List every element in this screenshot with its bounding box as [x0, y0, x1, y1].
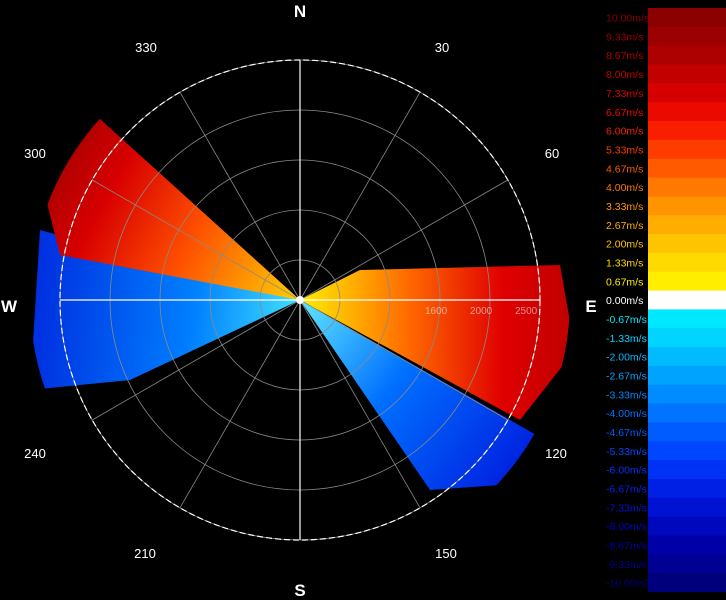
range-labels: 1600 2000 2500 — [425, 306, 538, 317]
echo-east-outbound — [300, 265, 570, 420]
colorbar-swatch — [648, 347, 726, 367]
colorbar-tick-label: 0.00m/s — [606, 295, 643, 307]
colorbar-swatch — [648, 554, 726, 574]
colorbar-tick-label: 10.00m/s — [606, 13, 649, 25]
cardinal-labels: N S E W — [1, 2, 597, 600]
azimuth-spoke — [299, 91, 421, 301]
azimuth-label: 60 — [545, 146, 559, 161]
azimuth-label: 210 — [134, 546, 156, 561]
echo-west-inbound — [30, 230, 300, 390]
azimuth-labels: 30 60 120 150 210 240 300 330 — [24, 40, 567, 561]
azimuth-label: 150 — [435, 546, 457, 561]
label-west: W — [1, 297, 18, 316]
colorbar-tick-label: -2.00m/s — [606, 352, 647, 364]
colorbar-swatch — [648, 573, 726, 592]
colorbar-swatch — [648, 516, 726, 536]
range-label: 2000 — [470, 306, 493, 317]
colorbar-swatch — [648, 177, 726, 197]
colorbar-swatch — [648, 252, 726, 273]
azimuth-spoke — [299, 299, 509, 421]
colorbar-swatch — [648, 158, 726, 179]
colorbar-swatch — [648, 26, 726, 47]
colorbar-swatch — [648, 121, 726, 141]
colorbar-swatch — [648, 290, 726, 310]
label-east: E — [585, 297, 596, 316]
azimuth-label: 120 — [545, 446, 567, 461]
label-south: S — [294, 581, 305, 600]
colorbar-tick-label: -4.67m/s — [606, 427, 647, 439]
colorbar-tick-label: -2.67m/s — [606, 371, 647, 383]
azimuth-label: 30 — [435, 40, 449, 55]
colorbar-tick-label: -10.00m/s — [606, 578, 653, 590]
colorbar-swatch — [648, 45, 726, 66]
azimuth-spoke — [91, 179, 301, 301]
label-north: N — [294, 2, 306, 21]
colorbar-tick-label: 6.67m/s — [606, 107, 643, 119]
azimuth-label: 330 — [135, 40, 157, 55]
colorbar-swatch — [648, 460, 726, 480]
colorbar-tick-label: 0.67m/s — [606, 276, 643, 288]
azimuth-spoke — [299, 299, 421, 509]
colorbar-tick-label: 8.00m/s — [606, 69, 643, 81]
colorbar-tick-label: 6.00m/s — [606, 126, 643, 138]
colorbar-swatch — [648, 403, 726, 423]
colorbar-tick-label: -6.67m/s — [606, 484, 647, 496]
azimuth-spokes — [91, 91, 509, 509]
colorbar-swatch — [648, 64, 726, 84]
colorbar-tick-label: 4.00m/s — [606, 182, 643, 194]
colorbar-tick-label: -4.00m/s — [606, 408, 647, 420]
colorbar-swatch — [648, 365, 726, 386]
colorbar-tick-label: -8.67m/s — [606, 540, 647, 552]
velocity-colorbar: 10.00m/s 9.33m/s 8.67m/s 8.00m/s 7.33m/s 6.67… — [606, 8, 726, 592]
colorbar-swatch — [648, 535, 726, 555]
colorbar-tick-label: 7.33m/s — [606, 88, 643, 100]
colorbar-swatch — [648, 328, 726, 348]
colorbar-swatch — [648, 139, 726, 160]
azimuth-spoke — [299, 179, 509, 301]
colorbar-tick-label: 2.67m/s — [606, 220, 643, 232]
colorbar-tick-label: -7.33m/s — [606, 502, 647, 514]
colorbar-tick-label: 1.33m/s — [606, 257, 643, 269]
colorbar-tick-label: 5.33m/s — [606, 144, 643, 156]
colorbar-swatch — [648, 215, 726, 235]
colorbar-tick-label: -8.00m/s — [606, 521, 647, 533]
colorbar-tick-label: 4.67m/s — [606, 163, 643, 175]
colorbar-tick-label: -6.00m/s — [606, 465, 647, 477]
azimuth-spoke — [179, 91, 301, 301]
colorbar-swatch — [648, 422, 726, 442]
velocity-echo-field — [30, 110, 570, 490]
azimuth-label: 300 — [24, 146, 46, 161]
colorbar-swatch — [648, 83, 726, 103]
colorbar-swatch — [648, 8, 726, 28]
colorbar-swatch — [648, 271, 726, 292]
colorbar-tick-label: -5.33m/s — [606, 446, 647, 458]
colorbar-swatch — [648, 102, 726, 122]
colorbar-swatch — [648, 497, 726, 518]
colorbar-swatch — [648, 309, 726, 329]
range-label: 2500 — [515, 306, 538, 317]
colorbar-tick-label: 9.33m/s — [606, 31, 643, 43]
colorbar-tick-label: -9.33m/s — [606, 559, 647, 571]
colorbar-tick-label: 3.33m/s — [606, 201, 643, 213]
range-label: 1600 — [425, 306, 448, 317]
colorbar-swatch — [648, 384, 726, 405]
azimuth-label: 240 — [24, 446, 46, 461]
radar-site-marker — [296, 296, 304, 304]
colorbar-tick-label: 2.00m/s — [606, 239, 643, 251]
echo-northwest-outbound — [40, 110, 300, 300]
echo-southeast-inbound — [300, 300, 545, 490]
colorbar-swatch — [648, 234, 726, 254]
colorbar-tick-label: -1.33m/s — [606, 333, 647, 345]
colorbar-swatch — [648, 441, 726, 461]
colorbar-tick-label: -0.67m/s — [606, 314, 647, 326]
azimuth-spoke — [91, 299, 301, 421]
colorbar-tick-label: 8.67m/s — [606, 50, 643, 62]
colorbar-swatch — [648, 196, 726, 216]
colorbar-swatch — [648, 478, 726, 499]
azimuth-spoke — [179, 299, 301, 509]
radar-ppi-plot: 1600 2000 2500 N S E W 30 60 120 150 210… — [1, 2, 597, 600]
colorbar-tick-label: -3.33m/s — [606, 389, 647, 401]
